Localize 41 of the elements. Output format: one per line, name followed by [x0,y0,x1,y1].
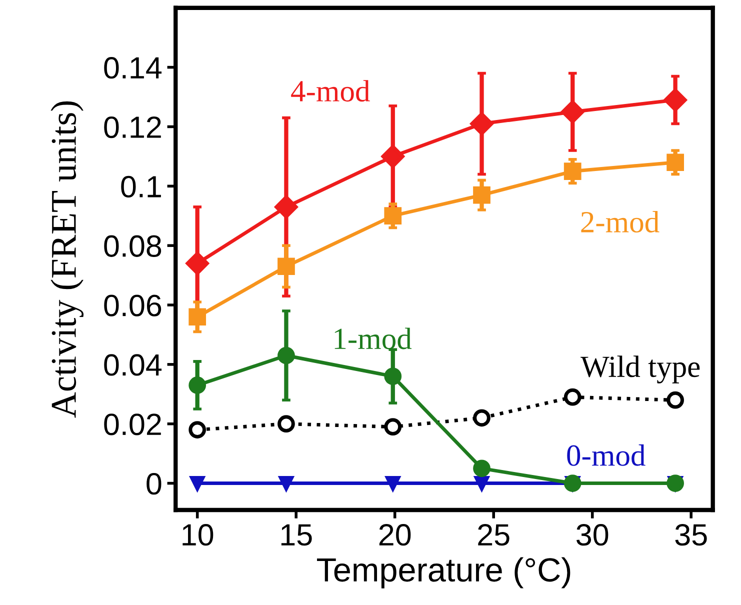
point [386,476,400,491]
point [384,368,402,385]
y-tick-label: 0.1 [121,176,161,198]
point [666,391,684,409]
point [188,376,206,394]
x-tick-label: 10 [182,524,214,546]
point [278,476,294,491]
y-tick-label: 0.06 [104,294,162,316]
x-tick-label: 30 [576,524,608,546]
point [470,112,494,136]
point [664,88,687,112]
y-tick-label: 0 [146,473,162,495]
point [381,144,404,168]
point [473,409,490,427]
point [186,252,209,275]
series-label: Wild type [580,356,700,384]
y-tick-label: 0.08 [104,235,162,257]
point [473,460,490,478]
series-label: 2-mod [581,211,660,233]
series-label: 1-mod [334,328,412,350]
y-tick-label: 0.04 [104,354,162,376]
series-label: 4-mod [291,80,370,102]
series-label: 0-mod [567,444,646,466]
point [188,421,206,438]
x-tick-label: 15 [281,524,312,546]
x-tick-label: 35 [675,524,707,546]
y-axis-title: Activity (FRET units) [50,101,84,418]
x-tick-label: 25 [478,524,510,546]
x-tick-label: 20 [379,524,411,546]
x-axis-title: Temperature (°C) [317,557,570,588]
point [274,195,298,218]
y-tick-label: 0.12 [104,116,161,138]
point [384,418,402,436]
point [474,476,490,491]
point [564,388,582,406]
point [190,476,205,491]
y-tick-label: 0.14 [104,57,162,79]
point [278,415,295,433]
point [278,346,295,364]
y-tick-label: 0.02 [104,414,161,436]
point [561,100,584,124]
